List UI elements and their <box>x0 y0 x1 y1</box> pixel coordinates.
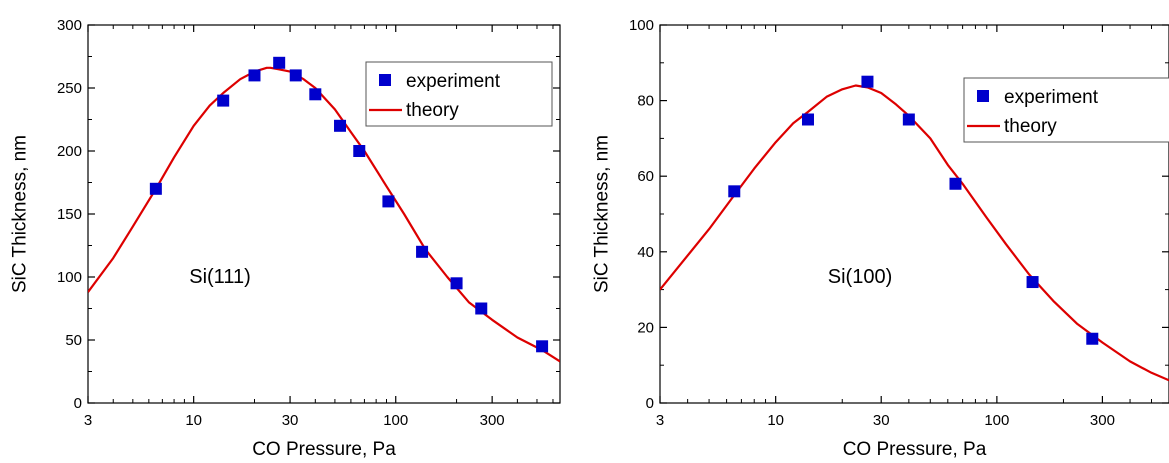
y-tick-label: 50 <box>65 332 82 349</box>
y-tick-label: 200 <box>57 143 82 160</box>
sample-annotation: Si(111) <box>189 266 251 288</box>
y-tick-label: 150 <box>57 206 82 223</box>
y-tick-label: 100 <box>629 17 654 34</box>
experiment-point <box>475 302 488 315</box>
experiment-point <box>353 145 366 157</box>
y-tick-label: 80 <box>637 93 654 110</box>
theory-curve <box>660 84 1169 382</box>
experiment-point <box>334 119 347 132</box>
chart-legend: experiment theory <box>963 77 1169 143</box>
sample-annotation: Si(100) <box>828 266 892 288</box>
experiment-point <box>382 195 395 208</box>
legend-label-theory: theory <box>406 100 459 121</box>
y-tick-label: 0 <box>646 395 654 412</box>
legend-marker-experiment <box>977 90 989 102</box>
experiment-point <box>1086 332 1099 345</box>
experiment-point <box>902 113 915 126</box>
y-tick-label: 40 <box>637 244 654 261</box>
experiment-point <box>149 182 162 195</box>
experiment-point <box>450 277 463 290</box>
legend-label-theory: theory <box>1004 116 1057 137</box>
y-tick-label: 250 <box>57 80 82 97</box>
x-axis-title: CO Pressure, Pa <box>252 439 396 460</box>
experiment-point <box>217 94 230 107</box>
x-tick-label: 30 <box>282 412 299 429</box>
experiment-point <box>309 88 322 101</box>
experiment-point <box>1026 276 1039 289</box>
x-tick-label: 10 <box>185 412 202 429</box>
chart-legend: experiment theory <box>365 61 553 127</box>
legend-box <box>365 61 553 127</box>
x-tick-label: 100 <box>984 412 1009 429</box>
y-tick-label: 0 <box>74 395 82 412</box>
legend-label-experiment: experiment <box>406 71 501 92</box>
experiment-point <box>273 56 286 69</box>
y-tick-label: 20 <box>637 319 654 336</box>
chart-panel-2: 0 20 40 60 80 100 3 10 30 100 300 CO Pressure, Pa Si… <box>592 17 1169 460</box>
y-tick-label: 60 <box>637 168 654 185</box>
x-axis-title: CO Pressure, Pa <box>843 439 987 460</box>
x-tick-label: 100 <box>383 412 408 429</box>
legend-box <box>963 77 1169 143</box>
x-tick-label: 3 <box>84 412 92 429</box>
experiment-point <box>861 75 874 88</box>
experiment-point <box>801 113 814 126</box>
x-tick-label: 10 <box>767 412 784 429</box>
y-tick-label: 300 <box>57 17 82 34</box>
legend-label-experiment: experiment <box>1004 87 1099 108</box>
x-tick-label: 300 <box>480 412 505 429</box>
y-tick-label: 100 <box>57 269 82 286</box>
x-tick-label: 3 <box>656 412 664 429</box>
legend-marker-experiment <box>379 74 391 86</box>
experiment-point <box>728 185 741 198</box>
x-tick-label: 300 <box>1090 412 1115 429</box>
y-axis-title: SiC Thickness, nm <box>10 135 31 293</box>
experiment-point <box>289 69 302 82</box>
y-axis-title: SiC Thickness, nm <box>592 135 613 293</box>
x-tick-label: 30 <box>873 412 890 429</box>
experiment-point <box>949 177 962 190</box>
experiment-point <box>248 69 261 82</box>
experiment-point <box>536 340 549 353</box>
experiment-point <box>416 245 429 258</box>
chart-panel-1: 0 50 100 150 200 250 300 3 10 30 100 300 CO Pressure… <box>10 17 561 460</box>
